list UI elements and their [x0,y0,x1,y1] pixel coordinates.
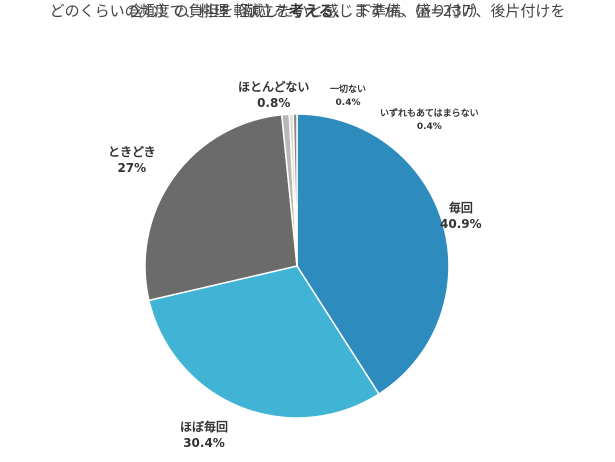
label-tokidoki: ときどき 27% [108,144,156,176]
label-izuremo-atehamaranai: いずれもあてはまらない 0.4% [380,108,479,134]
slice-label-pct: 0.4% [335,98,361,108]
pie-slice-5 [292,113,298,267]
chart-title-line2: 含む）の負担を軽減したいと感じますか。（n=237） [128,2,487,20]
slice-label-name: ほとんどない [238,80,310,94]
title-part-b: 下準備、盛り付け、後片付けを [341,2,566,20]
title-part-bold: 考える、 [289,2,342,20]
label-mai-kai: 毎回 40.9% [440,200,482,232]
label-hotondo-nai: ほとんどない 0.8% [238,79,309,111]
pie-slice-1 [148,265,380,419]
slice-label-pct: 0.4% [416,122,442,132]
slice-label-name: いずれもあてはまらない [380,109,479,119]
pie-slice-2 [144,113,298,302]
chart-title-line1: どのくらいの頻度で、料理（献立を考える、 下準備、盛り付け、後片付けを [0,0,615,22]
slice-label-name: 毎回 [448,201,473,215]
slice-label-pct: 0.8% [257,96,291,110]
slice-label-pct: 27% [117,161,147,175]
title-part-a: どのくらいの頻度で、料理（献立を [49,2,290,20]
slice-label-pct: 40.9% [440,217,482,231]
slice-label-name: ほぼ毎回 [180,420,229,434]
slice-label-pct: 30.4% [183,436,225,450]
label-issai-nai: 一切ない 0.4% [330,84,366,110]
label-hobo-mai-kai: ほぼ毎回 30.4% [180,419,228,451]
slice-label-name: 一切ない [330,85,367,95]
slice-label-name: ときどき [108,145,156,159]
